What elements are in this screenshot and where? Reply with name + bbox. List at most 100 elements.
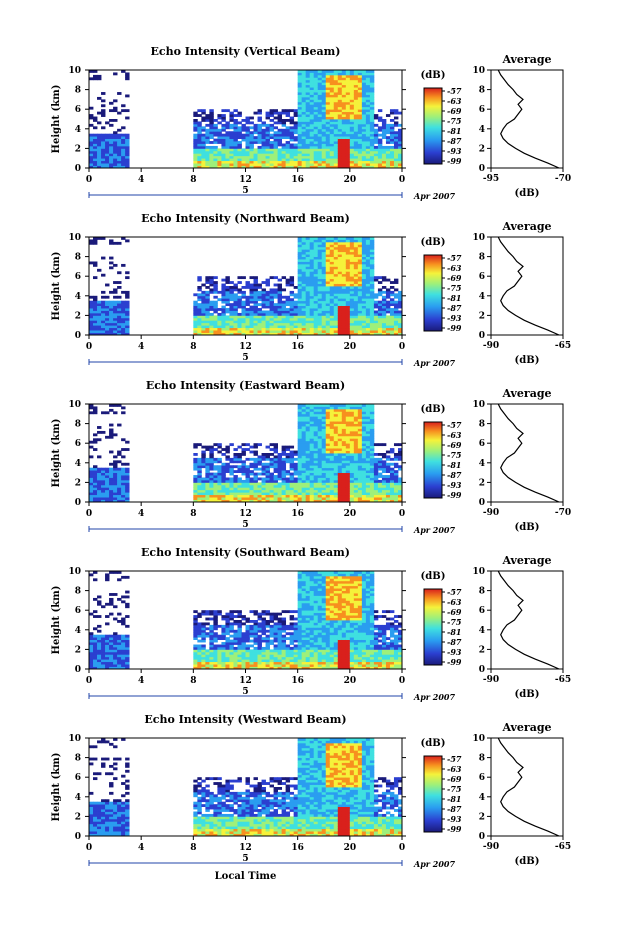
heatmap-cell	[233, 330, 238, 333]
heatmap-cell	[289, 460, 295, 464]
heatmap-cell	[345, 99, 351, 103]
heatmap-cell	[277, 290, 283, 294]
heatmap-cell	[301, 94, 307, 98]
heatmap-cell	[289, 298, 295, 302]
heatmap-cell	[241, 327, 246, 331]
heatmap-cell	[377, 482, 383, 486]
heatmap-cell	[109, 145, 114, 149]
heatmap-cell	[205, 136, 210, 139]
heatmap-cell	[337, 128, 343, 132]
heatmap-cell	[297, 145, 303, 149]
heatmap-cell	[97, 472, 102, 476]
heatmap-cell	[289, 128, 295, 132]
heatmap-cell	[297, 123, 303, 127]
heatmap-cell	[369, 89, 375, 93]
heatmap-cell	[325, 244, 331, 248]
heatmap-cell	[117, 136, 122, 139]
heatmap-cell	[345, 143, 351, 147]
heatmap-cell	[357, 482, 363, 486]
heatmap-cell	[329, 286, 335, 289]
heatmap-cell	[201, 494, 206, 498]
heatmap-cell	[269, 158, 274, 162]
heatmap-cell	[305, 430, 311, 434]
heatmap-cell	[349, 448, 355, 451]
heatmap-cell	[105, 300, 110, 304]
heatmap-cell	[345, 298, 351, 302]
heatmap-cell	[309, 421, 315, 424]
heatmap-cell	[345, 479, 351, 483]
heatmap-cell	[101, 290, 106, 294]
heatmap-cell	[369, 428, 375, 432]
heatmap-cell	[229, 305, 234, 309]
heatmap-cell	[97, 489, 102, 493]
heatmap-cell	[305, 241, 311, 245]
heatmap-cell	[289, 472, 295, 476]
heatmap-cell	[317, 330, 323, 333]
heatmap-cell	[365, 305, 371, 309]
heatmap-cell	[357, 327, 363, 331]
heatmap-cell	[305, 470, 311, 473]
heatmap-cell	[201, 477, 206, 481]
heatmap-cell	[89, 664, 94, 667]
heatmap-cell	[309, 126, 315, 130]
heatmap-cell	[365, 440, 371, 444]
heatmap-cell	[233, 155, 238, 159]
heatmap-cell	[349, 450, 355, 454]
heatmap-cell	[205, 460, 210, 464]
heatmap-cell	[305, 317, 311, 321]
heatmap-cell	[293, 330, 299, 333]
heatmap-cell	[317, 460, 323, 464]
heatmap-cell	[237, 320, 242, 324]
heatmap-cell	[361, 109, 367, 113]
heatmap-cell	[389, 475, 395, 478]
heatmap-cell	[301, 237, 307, 240]
heatmap-cell	[321, 99, 327, 103]
heatmap-cell	[105, 472, 110, 476]
heatmap-cell	[337, 413, 343, 417]
heatmap-cell	[305, 126, 311, 130]
heatmap-cell	[353, 128, 359, 132]
heatmap-cell	[317, 160, 323, 164]
heatmap-cell	[253, 460, 258, 464]
heatmap-cell	[117, 141, 122, 144]
heatmap-cell	[397, 145, 403, 149]
heatmap-cell	[269, 317, 274, 321]
heatmap-cell	[297, 263, 303, 267]
heatmap-cell	[305, 273, 311, 277]
heatmap-cell	[217, 492, 222, 496]
heatmap-cell	[249, 327, 254, 331]
heatmap-cell	[105, 475, 110, 478]
heatmap-cell	[285, 298, 291, 302]
heatmap-cell	[273, 499, 278, 503]
heatmap-cell	[217, 475, 222, 478]
heatmap-cell	[293, 470, 299, 473]
heatmap-cell	[333, 74, 339, 78]
heatmap-cell	[337, 499, 343, 503]
heatmap-cell	[261, 150, 266, 154]
heatmap-cell	[329, 317, 335, 321]
heatmap-cell	[361, 315, 367, 319]
heatmap-cell	[305, 77, 311, 81]
heatmap-cell	[317, 153, 323, 157]
heatmap-cell	[109, 123, 114, 127]
heatmap-cell	[245, 155, 250, 159]
heatmap-cell	[261, 153, 266, 157]
heatmap-cell	[205, 494, 210, 498]
heatmap-cell	[345, 145, 351, 149]
heatmap-cell	[97, 133, 102, 137]
heatmap-cell	[93, 160, 98, 164]
heatmap-cell	[209, 325, 214, 329]
heatmap-cell	[333, 327, 339, 331]
heatmap-cell	[329, 484, 335, 488]
heatmap-cell	[333, 72, 339, 76]
heatmap-cell	[253, 494, 258, 498]
heatmap-cell	[253, 450, 258, 454]
heatmap-cell	[317, 246, 323, 250]
heatmap-cell	[361, 487, 367, 491]
heatmap-cell	[277, 278, 283, 282]
heatmap-cell	[273, 327, 278, 331]
heatmap-cell	[257, 489, 262, 493]
heatmap-cell	[253, 305, 258, 309]
heatmap-cell	[285, 136, 291, 139]
heatmap-cell	[293, 482, 299, 486]
